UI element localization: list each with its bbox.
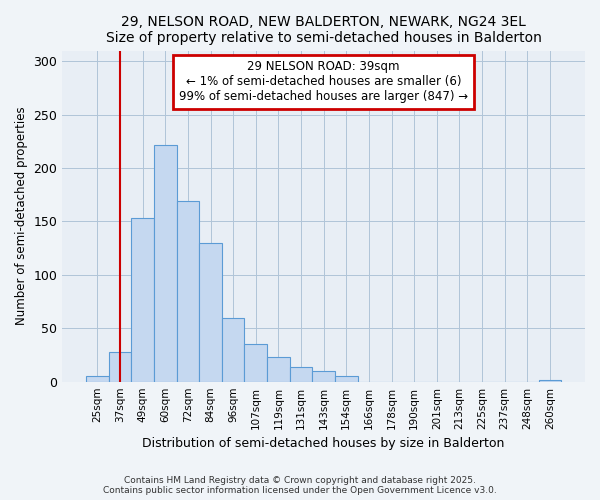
Bar (109, 352, 131, 382)
Bar (335, 376, 358, 382)
Bar (244, 344, 267, 382)
Bar (290, 366, 313, 382)
Bar (154, 144, 176, 382)
Title: 29, NELSON ROAD, NEW BALDERTON, NEWARK, NG24 3EL
Size of property relative to se: 29, NELSON ROAD, NEW BALDERTON, NEWARK, … (106, 15, 542, 45)
Text: Contains HM Land Registry data © Crown copyright and database right 2025.
Contai: Contains HM Land Registry data © Crown c… (103, 476, 497, 495)
X-axis label: Distribution of semi-detached houses by size in Balderton: Distribution of semi-detached houses by … (142, 437, 505, 450)
Bar (199, 243, 222, 382)
Bar (267, 357, 290, 382)
Bar (176, 201, 199, 382)
Y-axis label: Number of semi-detached properties: Number of semi-detached properties (15, 107, 28, 326)
Bar (539, 380, 561, 382)
Bar (86, 376, 109, 382)
Text: 29 NELSON ROAD: 39sqm
← 1% of semi-detached houses are smaller (6)
99% of semi-d: 29 NELSON ROAD: 39sqm ← 1% of semi-detac… (179, 60, 468, 104)
Bar (222, 318, 244, 382)
Bar (313, 371, 335, 382)
Bar (131, 218, 154, 382)
